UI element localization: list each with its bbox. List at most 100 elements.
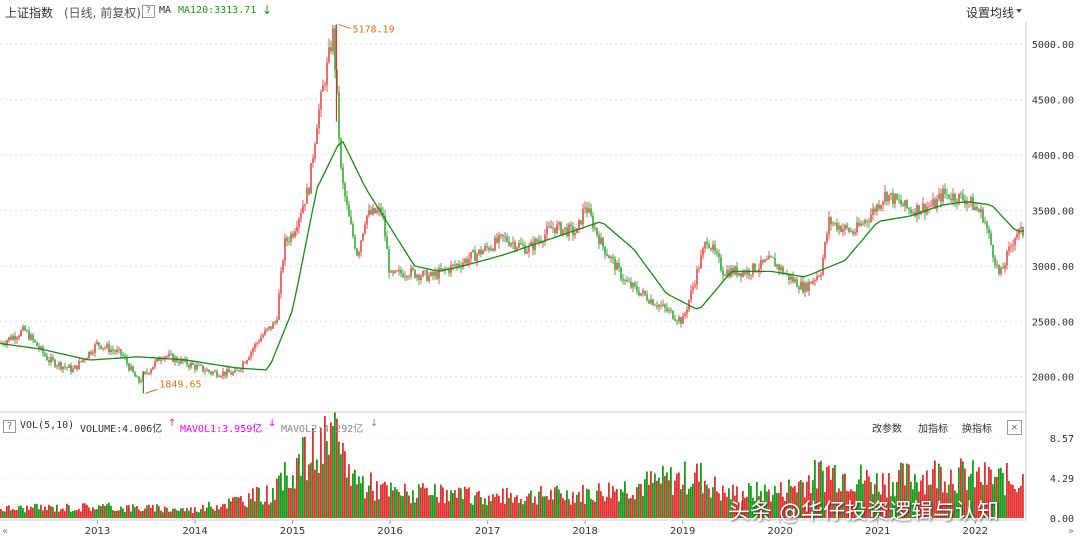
volume-bar [540, 485, 542, 518]
candle-body [320, 91, 322, 110]
volume-bar [812, 480, 814, 518]
candle-body [12, 335, 14, 340]
volume-bar [28, 509, 30, 518]
candle-body [158, 357, 160, 361]
candle-body [134, 372, 136, 377]
candle-body [344, 183, 346, 197]
volume-bar [990, 469, 992, 518]
volume-bar [614, 491, 616, 518]
volume-bar [902, 463, 904, 518]
high-marker-arrow [338, 23, 351, 29]
volume-bar [136, 506, 138, 518]
volume-bar [908, 464, 910, 518]
chevron-down-icon[interactable] [1016, 9, 1022, 13]
volume-bar [342, 442, 344, 518]
volume-bar [970, 473, 972, 518]
candle-body [682, 315, 684, 324]
candle-body [672, 310, 674, 319]
add-indicator-button[interactable]: 加指标 [918, 424, 948, 435]
candle-body [918, 205, 920, 215]
volume-bar [432, 495, 434, 518]
volume-bar [290, 488, 292, 518]
volume-bar [704, 480, 706, 518]
volume-bar [20, 505, 22, 518]
volume-bar [524, 501, 526, 518]
volume-bar [118, 510, 120, 518]
candle-body [1014, 237, 1016, 246]
candle-body [114, 350, 116, 353]
volume-bar [46, 510, 48, 518]
volume-bar [208, 501, 210, 518]
volume-bar [472, 504, 474, 518]
candle-body [904, 200, 906, 207]
volume-bar [688, 488, 690, 518]
candle-body [716, 251, 718, 254]
help-icon[interactable]: ? [142, 5, 155, 18]
candle-body [560, 222, 562, 235]
volume-bar [564, 500, 566, 518]
volume-bar [442, 487, 444, 518]
volume-bar [346, 477, 348, 518]
candle-body [36, 341, 38, 347]
volume-bar [80, 511, 82, 518]
close-icon[interactable]: ✕ [1007, 420, 1022, 435]
volume-bar [772, 494, 774, 518]
volume-bar [942, 492, 944, 518]
volume-marks [0, 412, 1024, 518]
volume-bar [626, 493, 628, 518]
candle-body [584, 207, 586, 209]
candle-body [468, 258, 470, 264]
volume-bar [2, 511, 4, 518]
volume-bar [160, 510, 162, 518]
volume-bar [660, 483, 662, 518]
candle-body [348, 204, 350, 217]
candle-body [24, 326, 26, 331]
candle-body [242, 362, 244, 370]
volume-bar [698, 481, 700, 518]
volume-bar [904, 485, 906, 518]
volume-bar [782, 496, 784, 518]
candle-body [684, 313, 686, 316]
volume-bar [634, 499, 636, 518]
candle-body [982, 209, 984, 222]
set-ma-button[interactable]: 设置均线 [965, 6, 1014, 20]
volume-bar [766, 491, 768, 518]
change-params-button[interactable]: 改参数 [872, 424, 902, 435]
candle-body [790, 276, 792, 281]
candle-body [564, 227, 566, 230]
index-subtitle: (日线, 前复权) [64, 6, 141, 20]
candle-body [22, 326, 24, 331]
volume-bar [1012, 484, 1014, 518]
candle-body [824, 242, 826, 259]
scroll-right-icon[interactable]: » [1067, 526, 1074, 537]
scroll-left-icon[interactable]: « [2, 526, 9, 537]
volume-bar [76, 510, 78, 518]
volume-bar [798, 481, 800, 518]
switch-indicator-button[interactable]: 换指标 [962, 424, 992, 435]
volume-bar [234, 497, 236, 518]
volume-bar [280, 472, 282, 518]
candle-body [966, 201, 968, 205]
candle-body [554, 227, 556, 234]
vol-label: VOL(5,10) [20, 420, 75, 431]
volume-bar [642, 495, 644, 518]
volume-bar [482, 504, 484, 518]
volume-bar [602, 496, 604, 518]
volume-bar [54, 511, 56, 518]
candle-body [110, 349, 112, 353]
candle-body [232, 372, 234, 375]
volume-help-icon[interactable]: ? [3, 420, 16, 433]
volume-bar [910, 481, 912, 518]
volume-bar [920, 480, 922, 518]
candle-body [392, 271, 394, 273]
candle-body [216, 371, 218, 377]
volume-bar [38, 509, 40, 518]
candle-body [524, 245, 526, 254]
volume-bar [470, 503, 472, 518]
volume-bar [796, 492, 798, 518]
candle-body [212, 371, 214, 374]
candle-body [128, 363, 130, 371]
candle-body [410, 267, 412, 277]
candle-body [760, 259, 762, 269]
